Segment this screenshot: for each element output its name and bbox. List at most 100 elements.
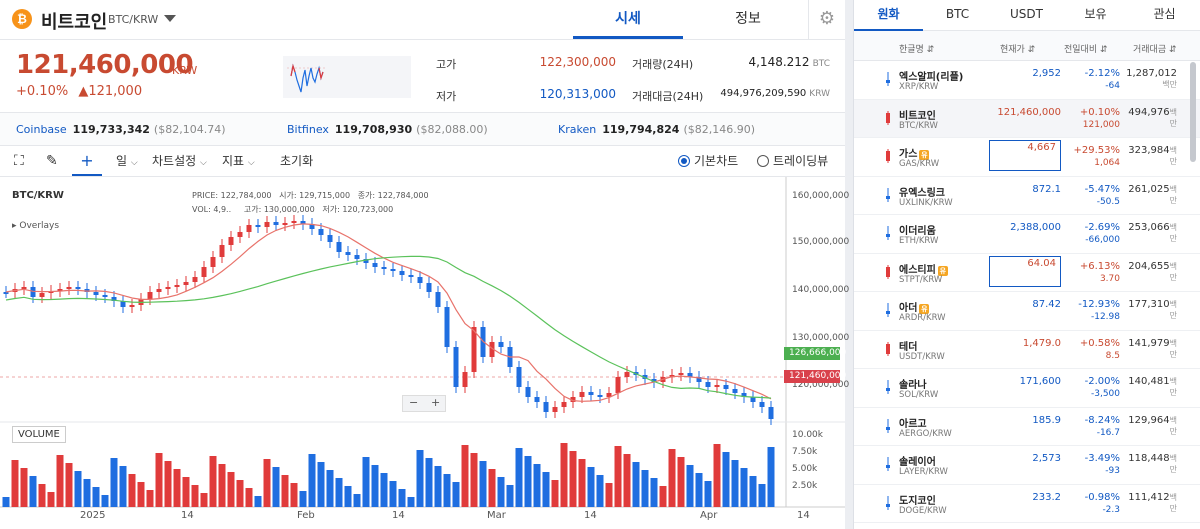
volume-bar	[668, 449, 676, 507]
change-amount: -16.7	[1096, 427, 1120, 438]
tab-info[interactable]: 정보	[735, 11, 761, 27]
trade-amount-value: 111,412	[1128, 491, 1170, 503]
col-price[interactable]: 현재가 ⇵	[1000, 45, 1036, 55]
volume-bar	[569, 451, 577, 507]
volume-bar	[578, 459, 586, 507]
volume-bar	[344, 486, 352, 507]
volume-bar	[731, 460, 739, 507]
trade-amount: 323,984백만	[1122, 145, 1177, 167]
ohlc-row-1: PRICE: 122,784,000 시가: 129,715,000 종가: 1…	[192, 190, 429, 201]
candle-body	[309, 224, 315, 229]
ma-price-tag: 126,666,000	[784, 347, 846, 360]
candle-body	[768, 407, 774, 419]
interval-select[interactable]: 일 ⌵	[116, 146, 138, 176]
ohlc-open: 129,715,000	[299, 191, 351, 200]
reset-button[interactable]: 초기화	[280, 154, 314, 168]
exchange-price: 119,733,342	[72, 123, 150, 136]
indicators-button[interactable]: 지표 ⌵	[222, 146, 255, 176]
trade-amount-value: 1,287,012	[1126, 68, 1177, 79]
table-row[interactable]: 솔레이어 LAYER/KRW 2,573 -3.49% -93 118,448백만	[854, 446, 1200, 485]
volume-bar	[371, 465, 379, 507]
coin-pair: STPT/KRW	[899, 274, 943, 285]
coin-header: ₿ 비트코인 BTC/KRW 시세 정보 ⚙	[0, 0, 845, 40]
exchange-bitfinex: Bitfinex 119,708,930 ($82,088.00)	[287, 123, 488, 136]
gear-icon[interactable]: ⚙	[808, 0, 845, 39]
high-label: 고가	[436, 58, 457, 71]
tab-holdings[interactable]: 보유	[1084, 7, 1107, 21]
exchange-prices: Coinbase 119,733,342 ($82,104.74) Bitfinex…	[0, 112, 845, 146]
col-name[interactable]: 한글명 ⇵	[899, 45, 935, 55]
tab-usdt[interactable]: USDT	[1010, 7, 1043, 21]
y-tick: 160,000,000	[792, 191, 850, 201]
mini-candle-icon	[886, 380, 890, 394]
coin-pair: GAS/KRW	[899, 159, 940, 169]
tab-favorites[interactable]: 관심	[1153, 7, 1176, 21]
chart-toolbar: ⛶ ✎ + 일 ⌵ 차트설정 ⌵ 지표 ⌵ 초기화 기본차트 트레이딩뷰	[0, 146, 845, 177]
trade-amount: 204,655백만	[1122, 261, 1177, 283]
scrollbar[interactable]	[1190, 62, 1196, 162]
candle-body	[255, 225, 261, 227]
table-row[interactable]: 이더리움 ETH/KRW 2,388,000 -2.69% -66,000 253,066…	[854, 215, 1200, 254]
volume-bar	[254, 496, 262, 507]
table-row[interactable]: 솔라나 SOL/KRW 171,600 -2.00% -3,500 140,481백만	[854, 369, 1200, 408]
mini-candle-icon	[886, 303, 890, 317]
trade-amount-unit: 백만	[1169, 454, 1177, 474]
volume-bar	[506, 485, 514, 507]
tab-btc[interactable]: BTC	[945, 7, 970, 21]
coin-name: 비트코인	[899, 107, 936, 122]
coin-name: 에스티피 유	[899, 261, 948, 276]
overlays-toggle[interactable]: ▸ Overlays	[12, 221, 59, 231]
col-amount[interactable]: 거래대금 ⇵	[1133, 45, 1177, 55]
fullscreen-icon[interactable]: ⛶	[14, 153, 24, 169]
zoom-in-button[interactable]: +	[431, 396, 441, 409]
volume-bar	[470, 453, 478, 507]
basic-chart-radio[interactable]: 기본차트	[678, 146, 738, 176]
tab-quote[interactable]: 시세	[573, 0, 683, 39]
sparkline	[283, 56, 411, 98]
chart-settings-button[interactable]: 차트설정 ⌵	[152, 146, 207, 176]
pencil-icon[interactable]: ✎	[46, 153, 58, 169]
change-amount: -12.98	[1090, 312, 1120, 322]
mini-candle-icon	[886, 72, 890, 86]
price-chart[interactable]	[0, 177, 845, 529]
table-row[interactable]: 엑스알피(리플) XRP/KRW 2,952 -2.12% -64 1,287,012백만	[854, 61, 1200, 100]
col-change[interactable]: 전일대비 ⇵	[1064, 45, 1108, 55]
trade-amount: 141,979백만	[1122, 338, 1177, 360]
table-row[interactable]: 아르고 AERGO/KRW 185.9 -8.24% -16.7 129,964백만	[854, 408, 1200, 446]
trade-amount-value: 129,964	[1128, 414, 1170, 426]
volume-bar	[722, 452, 730, 507]
trade-amount-unit: 백만	[1169, 415, 1177, 436]
table-row[interactable]: 테더 USDT/KRW 1,479.0 +0.58% 8.5 141,979백만	[854, 331, 1200, 369]
volume-bar	[308, 454, 316, 507]
zoom-out-button[interactable]: −	[409, 396, 419, 409]
change-amount: -66,000	[1085, 235, 1120, 245]
candle-body	[588, 392, 594, 395]
chart-symbol: BTC/KRW	[12, 190, 64, 201]
amount-unit: KRW	[809, 89, 830, 99]
table-row[interactable]: 가스 유 GAS/KRW 4,667 +29.53% 1,064 323,984백만	[854, 138, 1200, 177]
candle-body	[525, 387, 531, 397]
tradingview-radio[interactable]: 트레이딩뷰	[757, 146, 828, 176]
table-row[interactable]: 비트코인 BTC/KRW 121,460,000 +0.10% 121,000 494,9…	[854, 99, 1200, 138]
market-table-body: 엑스알피(리플) XRP/KRW 2,952 -2.12% -64 1,287,012백만…	[854, 61, 1200, 523]
candle-body	[201, 267, 207, 277]
tab-krw[interactable]: 원화	[854, 0, 923, 31]
table-row[interactable]: 유엑스링크 UXLINK/KRW 872.1 -5.47% -50.5 261,025백만	[854, 177, 1200, 215]
table-row[interactable]: 도지코인 DOGE/KRW 233.2 -0.98% -2.3 111,412백만	[854, 485, 1200, 523]
coin-pair: LAYER/KRW	[899, 467, 948, 477]
table-row[interactable]: 에스티피 유 STPT/KRW 64.04 +6.13% 3.70 204,655백만	[854, 254, 1200, 292]
table-row[interactable]: 아더 유 ARDR/KRW 87.42 -12.93% -12.98 177,310백만	[854, 292, 1200, 331]
mini-candle-icon	[886, 149, 890, 163]
trade-amount-unit: 백만	[1169, 492, 1177, 513]
volume-label: VOLUME	[12, 426, 66, 443]
ohlc-high: 130,000,000	[263, 205, 315, 214]
current-price: 121,460,000	[997, 106, 1061, 118]
current-price: 1,479.0	[1022, 337, 1061, 349]
crosshair-icon[interactable]: +	[72, 146, 102, 176]
candle-body	[399, 271, 405, 275]
market-panel: 원화 BTC USDT 보유 관심 한글명 ⇵ 현재가 ⇵ 전일대비 ⇵ 거래대…	[853, 0, 1200, 529]
change-percent: -8.24%	[1084, 414, 1120, 426]
trade-amount-value: 118,448	[1128, 453, 1170, 464]
volume-number: 4,148.212	[748, 55, 810, 69]
chevron-down-icon[interactable]	[164, 15, 176, 22]
